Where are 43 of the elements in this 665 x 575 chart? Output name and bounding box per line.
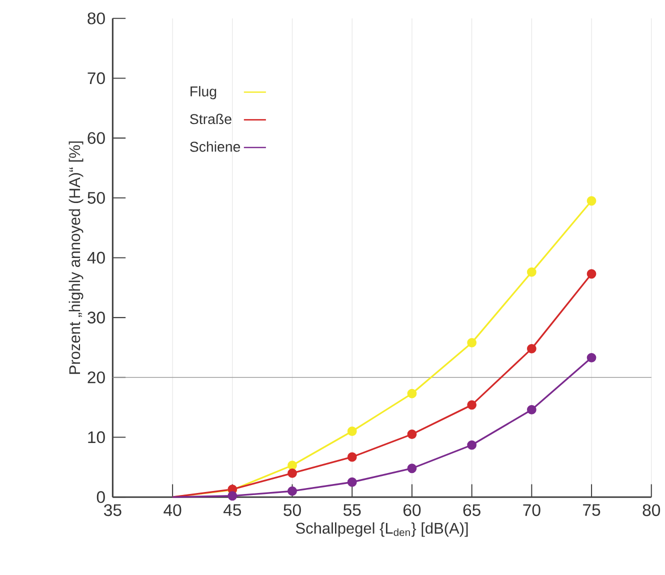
- point: [347, 452, 357, 462]
- y-tick-label: 20: [88, 371, 105, 384]
- legend-label: Schiene: [190, 141, 240, 152]
- point: [467, 440, 477, 450]
- point: [288, 468, 297, 478]
- x-tick-label: 60: [403, 504, 421, 516]
- point: [407, 388, 417, 398]
- point: [347, 477, 357, 487]
- x-tick-label: 70: [523, 504, 540, 516]
- x-tick-label: 75: [583, 504, 600, 516]
- x-tick-label: 80: [642, 504, 660, 516]
- y-axis-title: Prozent „highly annoyed (HA)“ [%]: [68, 141, 84, 374]
- legend-label: Straße: [190, 114, 232, 124]
- x-tick-label: 40: [164, 504, 182, 516]
- legend-label: Flug: [190, 86, 216, 100]
- point: [347, 426, 357, 436]
- x-tick-label: 65: [463, 504, 480, 516]
- point: [586, 196, 596, 206]
- y-tick-label: 40: [87, 252, 105, 264]
- point: [586, 352, 596, 362]
- point: [526, 404, 536, 414]
- point: [467, 338, 477, 348]
- y-tick-label: 0: [96, 490, 105, 503]
- x-axis-title: Schallpegel {L$_{den}$} [dB(A)]: [296, 522, 468, 537]
- x-tick-label: 55: [343, 504, 361, 516]
- y-tick-label: 10: [88, 431, 105, 443]
- point: [407, 463, 417, 473]
- x-tick-label: 50: [284, 504, 301, 516]
- point: [586, 268, 596, 278]
- point: [288, 486, 297, 496]
- x-tick-label: 45: [223, 504, 242, 516]
- point: [526, 267, 536, 277]
- y-tick-label: 70: [88, 72, 105, 84]
- y-tick-label: 50: [88, 192, 105, 204]
- y-tick-label: 60: [88, 132, 105, 144]
- y-tick-label: 30: [88, 311, 105, 324]
- y-tick-label: 80: [88, 12, 105, 24]
- x-tick-label: 35: [104, 504, 122, 516]
- point: [407, 429, 417, 439]
- point: [467, 400, 477, 410]
- point: [228, 490, 238, 500]
- point: [288, 460, 297, 470]
- point: [526, 344, 536, 354]
